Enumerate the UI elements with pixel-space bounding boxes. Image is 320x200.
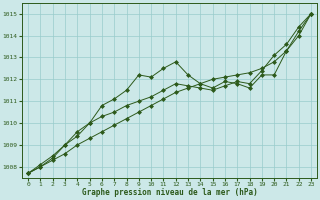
X-axis label: Graphe pression niveau de la mer (hPa): Graphe pression niveau de la mer (hPa): [82, 188, 258, 197]
